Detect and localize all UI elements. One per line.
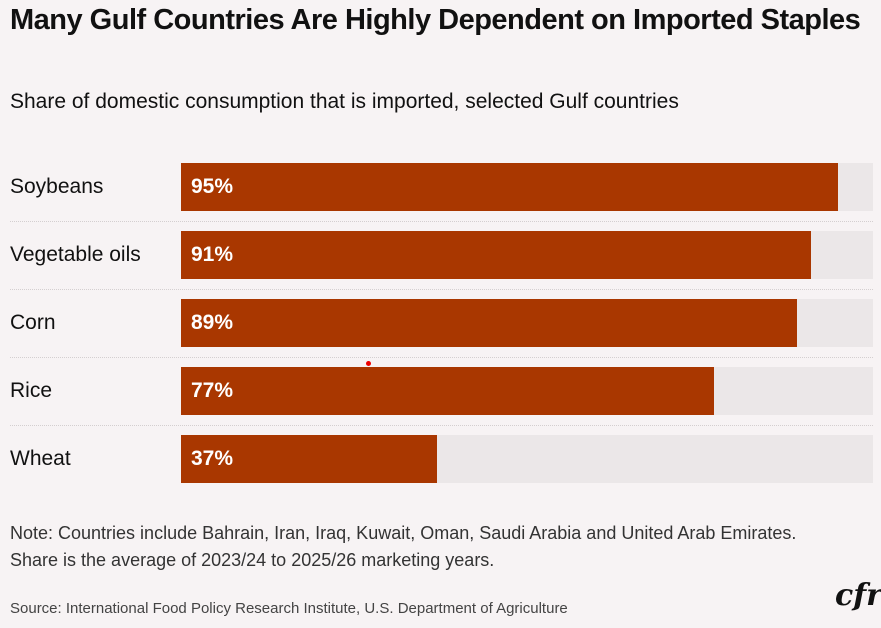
value-label: 77% (191, 379, 234, 402)
bar (181, 163, 839, 211)
category-label: Rice (10, 379, 53, 402)
bar (181, 299, 797, 347)
category-label: Soybeans (10, 175, 104, 198)
row-divider (10, 357, 873, 358)
bar-row: Corn 89% (10, 299, 873, 347)
row-divider (10, 425, 873, 426)
category-label: Vegetable oils (10, 243, 141, 266)
chart-title: Many Gulf Countries Are Highly Dependent… (10, 4, 861, 36)
bar (181, 435, 438, 483)
bar (181, 231, 811, 279)
cursor-dot (366, 361, 371, 366)
bar-row: Vegetable oils 91% (10, 231, 873, 279)
category-label: Wheat (10, 447, 71, 470)
bar-track: 77% (181, 367, 873, 415)
chart-subtitle: Share of domestic consumption that is im… (10, 90, 679, 113)
chart-source: Source: International Food Policy Resear… (10, 600, 568, 617)
value-label: 91% (191, 243, 234, 266)
chart-note: Note: Countries include Bahrain, Iran, I… (10, 523, 797, 570)
row-divider (10, 221, 873, 222)
bar (181, 367, 714, 415)
bar-track: 91% (181, 231, 873, 279)
category-label: Corn (10, 311, 56, 334)
bar-track: 95% (181, 163, 873, 211)
bar-row: Rice 77% (10, 367, 873, 415)
bar-track: 89% (181, 299, 873, 347)
bar-track: 37% (181, 435, 873, 483)
value-label: 95% (191, 175, 234, 198)
value-label: 89% (191, 311, 234, 334)
bar-row: Soybeans 95% (10, 163, 873, 211)
bar-row: Wheat 37% (10, 435, 873, 483)
cfr-logo: cfr (835, 578, 881, 613)
value-label: 37% (191, 447, 234, 470)
row-divider (10, 289, 873, 290)
